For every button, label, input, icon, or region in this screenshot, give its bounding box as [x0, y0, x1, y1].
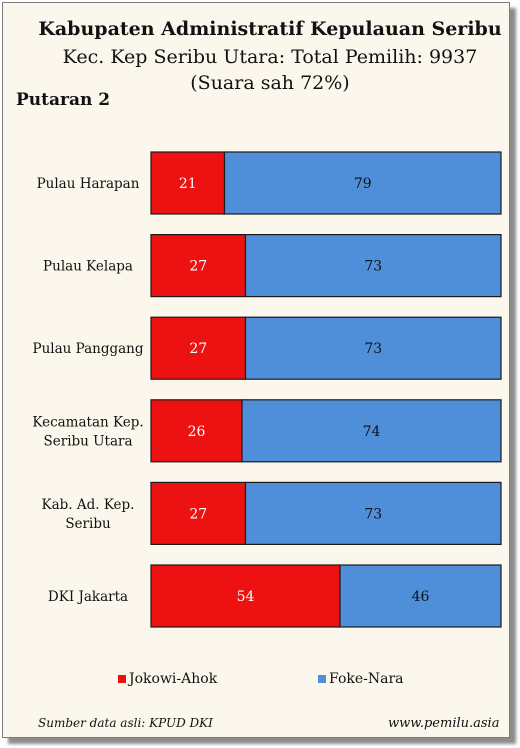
chart-note: (Suara sah 72%): [190, 72, 350, 94]
category-label-pulau-panggang: Pulau Panggang: [32, 341, 143, 357]
bar-jokowi-ahok-kecamatan-kep-seribu-utara: [150, 399, 243, 463]
data-label-jokowi-ahok-pulau-kelapa: 27: [189, 259, 207, 275]
legend-label-jokowi-ahok: Jokowi-Ahok: [129, 671, 218, 687]
data-label-jokowi-ahok-pulau-panggang: 27: [189, 341, 207, 357]
data-label-foke-nara-dki-jakarta: 46: [412, 589, 430, 605]
bar-foke-nara-pulau-panggang: [244, 316, 502, 380]
category-label-pulau-kelapa: Pulau Kelapa: [43, 259, 133, 275]
data-label-foke-nara-pulau-harapan: 79: [354, 176, 372, 192]
legend-item-jokowi-ahok: Jokowi-Ahok: [118, 671, 217, 687]
chart-title: Kabupaten Administratif Kepulauan Seribu: [38, 18, 502, 40]
legend-swatch-jokowi-ahok: [118, 675, 126, 683]
category-label-dki-jakarta: DKI Jakarta: [48, 589, 128, 605]
bar-foke-nara-kecamatan-kep-seribu-utara: [241, 399, 502, 463]
data-label-jokowi-ahok-kecamatan-kep-seribu-utara: 26: [188, 424, 206, 440]
bar-foke-nara-pulau-kelapa: [244, 234, 502, 298]
bar-jokowi-ahok-kab-ad-kep-seribu: [150, 481, 247, 545]
data-label-jokowi-ahok-pulau-harapan: 21: [179, 176, 197, 192]
bar-foke-nara-pulau-harapan: [223, 151, 502, 215]
data-label-foke-nara-pulau-kelapa: 73: [364, 259, 382, 275]
category-label-kecamatan-kep-seribu-utara: Kecamatan Kep. Seribu Utara: [32, 414, 143, 449]
category-label-pulau-harapan: Pulau Harapan: [37, 176, 140, 192]
bar-foke-nara-kab-ad-kep-seribu: [244, 481, 502, 545]
legend-swatch-foke-nara: [318, 675, 326, 683]
bar-jokowi-ahok-pulau-panggang: [150, 316, 247, 380]
data-label-jokowi-ahok-kab-ad-kep-seribu: 27: [189, 506, 207, 522]
data-source: Sumber data asli: KPUD DKI: [38, 716, 213, 730]
bar-foke-nara-dki-jakarta: [339, 564, 502, 628]
round-label: Putaran 2: [16, 90, 111, 110]
legend-label-foke-nara: Foke-Nara: [329, 671, 404, 687]
chart-subtitle: Kec. Kep Seribu Utara: Total Pemilih: 99…: [62, 46, 478, 68]
category-label-kab-ad-kep-seribu: Kab. Ad. Kep. Seribu: [42, 497, 135, 532]
data-label-foke-nara-kecamatan-kep-seribu-utara: 74: [363, 424, 381, 440]
website-credit: www.pemilu.asia: [388, 716, 500, 731]
data-label-foke-nara-pulau-panggang: 73: [364, 341, 382, 357]
legend-item-foke-nara: Foke-Nara: [318, 671, 404, 687]
data-label-foke-nara-kab-ad-kep-seribu: 73: [364, 506, 382, 522]
bar-jokowi-ahok-pulau-harapan: [150, 151, 226, 215]
data-label-jokowi-ahok-dki-jakarta: 54: [237, 589, 255, 605]
bar-jokowi-ahok-dki-jakarta: [150, 564, 341, 628]
